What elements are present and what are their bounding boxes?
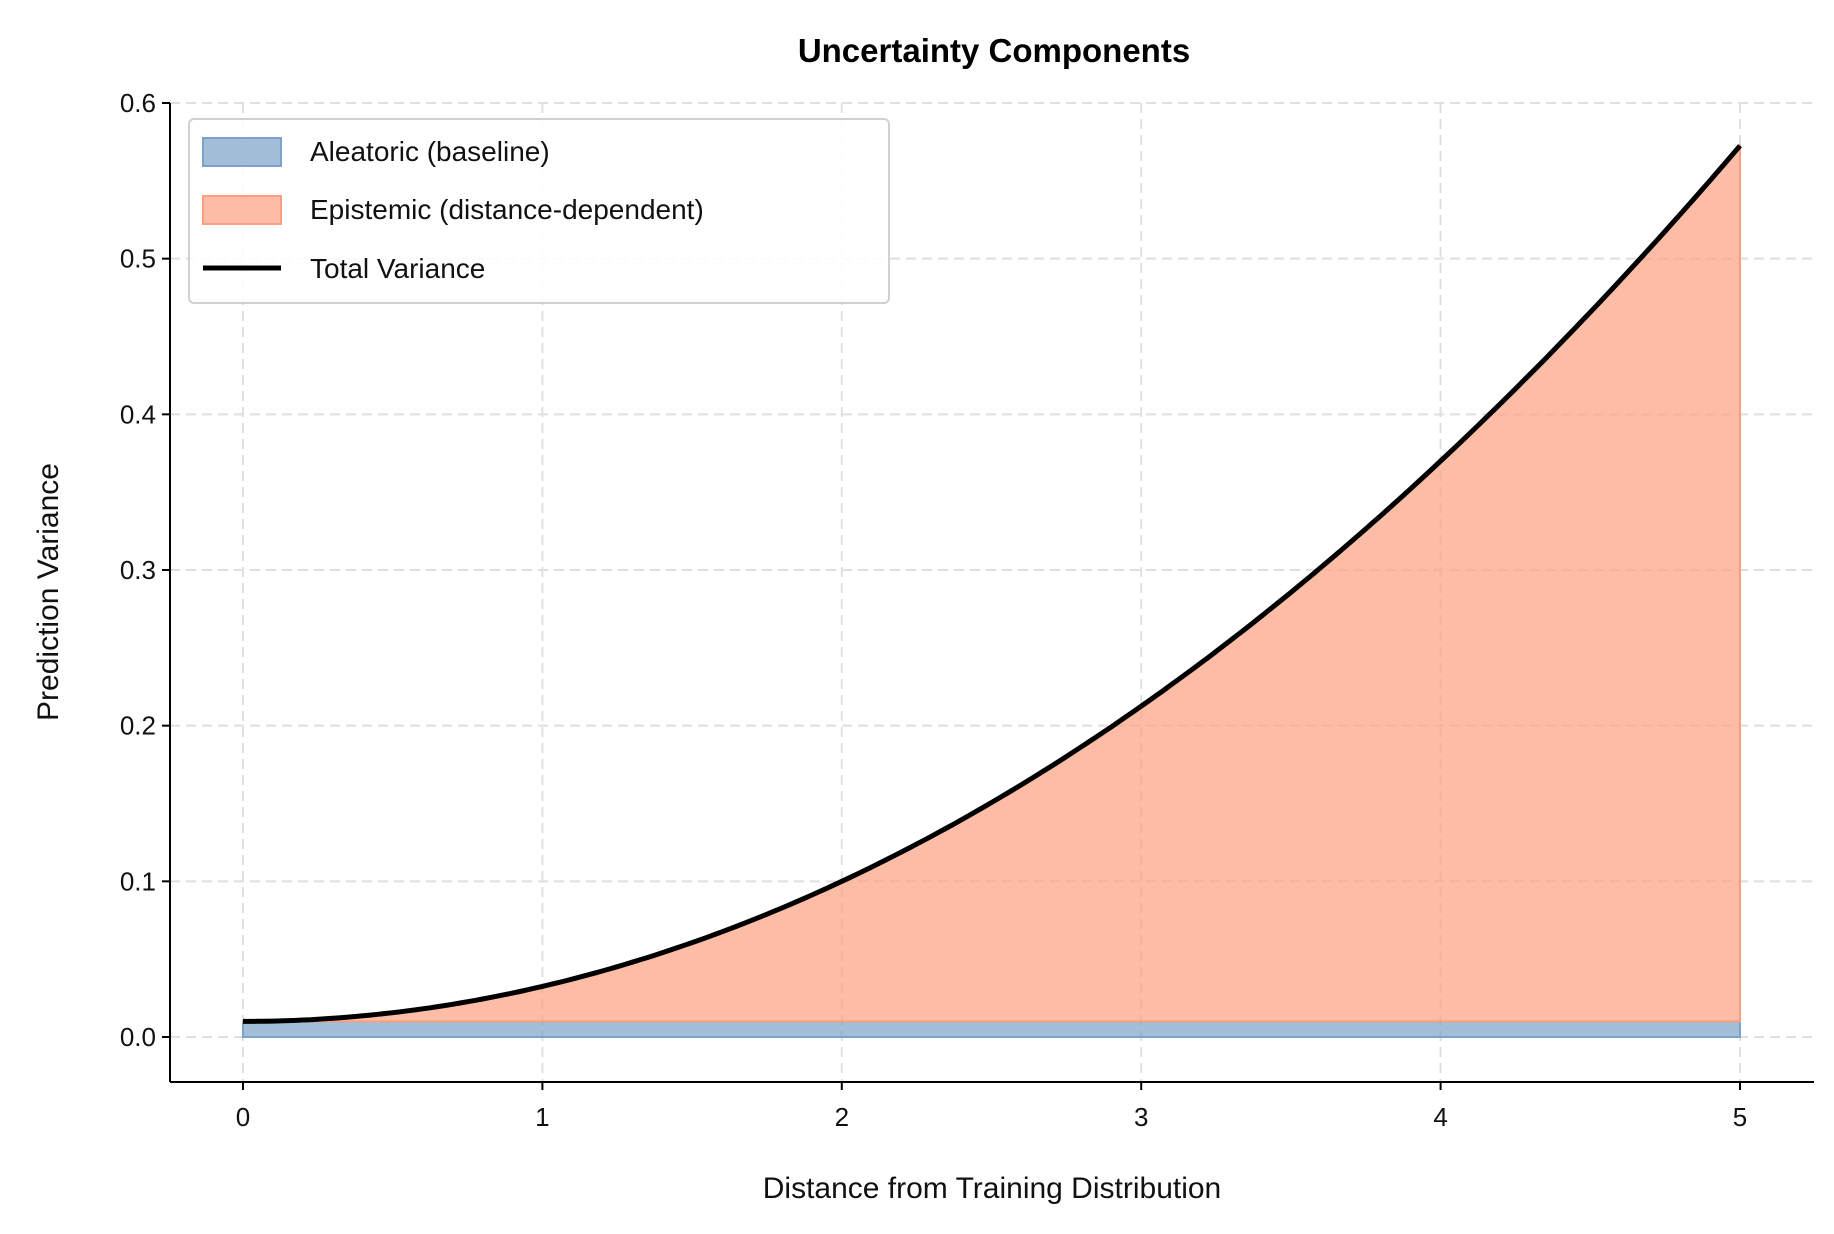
y-tick-label: 0.6 (120, 88, 156, 118)
x-tick-label: 5 (1733, 1102, 1747, 1132)
legend-label-epistemic: Epistemic (distance-dependent) (310, 194, 704, 225)
x-tick-label: 1 (535, 1102, 549, 1132)
lines (243, 144, 1742, 1024)
chart-title: Uncertainty Components (798, 32, 1190, 69)
x-axis-label: Distance from Training Distribution (763, 1172, 1222, 1205)
x-tick-label: 3 (1134, 1102, 1148, 1132)
x-tick-label: 4 (1433, 1102, 1447, 1132)
y-tick-label: 0.2 (120, 711, 156, 741)
legend-label-total: Total Variance (310, 253, 485, 284)
y-tick-label: 0.5 (120, 244, 156, 274)
y-tick-label: 0.3 (120, 555, 156, 585)
aleatoric-fill (242, 1020, 1741, 1039)
y-tick-label: 0.4 (120, 399, 156, 429)
ticks: 0 1 2 3 4 5 0.0 0.1 0.2 0.3 0.4 0.5 0.6 (120, 88, 1747, 1132)
legend-swatch-epistemic (202, 195, 282, 225)
axes (169, 103, 1814, 1083)
legend-swatch-aleatoric (202, 137, 282, 167)
x-tick-label: 2 (835, 1102, 849, 1132)
y-tick-label: 0.0 (120, 1022, 156, 1052)
legend-label-aleatoric: Aleatoric (baseline) (310, 136, 550, 167)
total-variance-line (243, 144, 1742, 1024)
legend: Aleatoric (baseline) Epistemic (distance… (188, 118, 890, 304)
legend-box (188, 118, 890, 304)
fills (242, 143, 1741, 1039)
x-tick-label: 0 (236, 1102, 250, 1132)
y-axis-label: Prediction Variance (32, 463, 65, 721)
y-tick-label: 0.1 (120, 866, 156, 896)
